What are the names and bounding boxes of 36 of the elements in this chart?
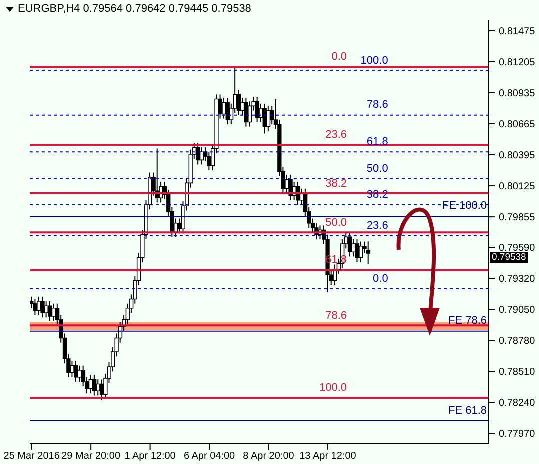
x-tick-label: 25 Mar 2016 <box>4 451 60 462</box>
annotation: 78.6 <box>326 310 348 322</box>
y-tick-label: 0.78780 <box>499 336 536 348</box>
annotation: 23.6 <box>326 129 348 142</box>
y-tick-label: 0.77970 <box>499 429 536 440</box>
y-tick-label: 0.79855 <box>499 212 536 224</box>
y-tick-label: 0.78240 <box>499 398 536 410</box>
x-tick-label: 29 Mar 20:00 <box>62 451 121 462</box>
x-tick-label: 1 Apr 12:00 <box>124 451 176 462</box>
y-tick-label: 0.79590 <box>499 243 536 254</box>
annotation: 100.0 <box>360 54 388 67</box>
annotation: 78.6 <box>366 99 388 112</box>
chart-title: EURGBP,H4 0.79564 0.79642 0.79445 0.79538 <box>18 3 252 15</box>
y-tick-label: 0.78510 <box>499 367 536 378</box>
annotation: 0.0 <box>373 272 388 285</box>
y-tick-label: 0.79050 <box>499 305 536 316</box>
y-tick-label: 0.80395 <box>499 150 536 162</box>
text: 0.79538 <box>490 252 528 263</box>
annotation: 50.0 <box>326 216 348 229</box>
annotation: FE 100.0 <box>442 200 487 212</box>
annotation: 38.2 <box>326 178 348 190</box>
annotation: 23.6 <box>366 220 388 232</box>
y-tick-label: 0.80665 <box>499 119 536 130</box>
annotation: FE 61.8 <box>448 405 487 418</box>
x-tick-label: 13 Apr 12:00 <box>300 451 357 462</box>
annotation: 0.0 <box>332 51 348 64</box>
x-tick-label: 6 Apr 04:00 <box>184 451 236 462</box>
y-tick-label: 0.81475 <box>499 26 536 38</box>
y-tick-label: 0.79320 <box>499 274 536 286</box>
y-tick-label: 0.80935 <box>499 88 536 100</box>
annotation: FE 78.6 <box>448 315 487 328</box>
y-tick-label: 0.81205 <box>499 57 536 68</box>
annotation: 100.0 <box>319 382 348 394</box>
annotation: 50.0 <box>366 162 388 175</box>
y-tick-label: 0.80125 <box>499 182 536 193</box>
x-tick-label: 8 Apr 20:00 <box>243 451 295 462</box>
